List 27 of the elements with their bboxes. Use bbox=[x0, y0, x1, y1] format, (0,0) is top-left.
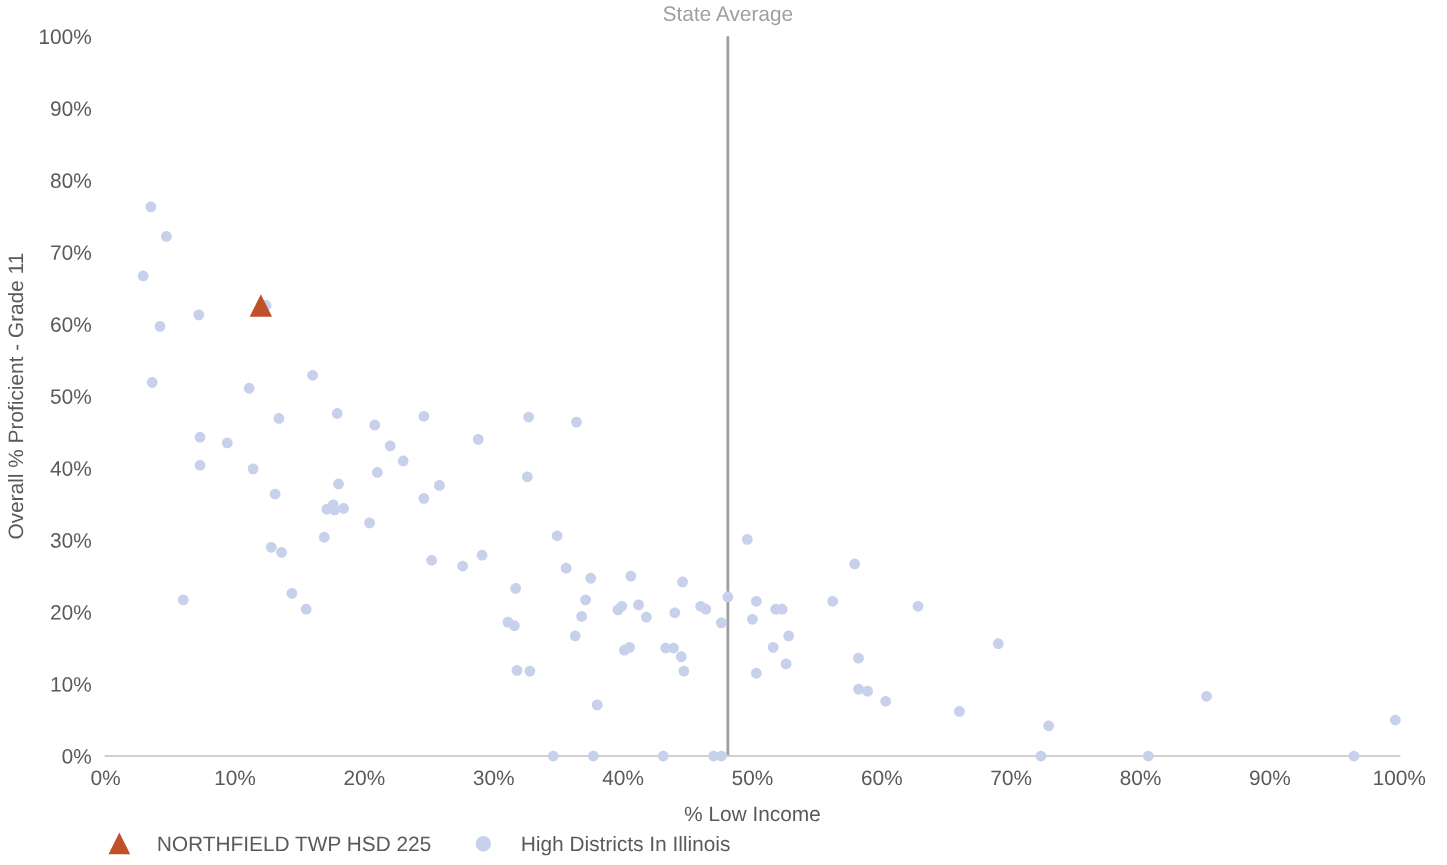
x-tick-label: 100% bbox=[1374, 770, 1426, 786]
y-axis-title: Overall % Proficient - Grade 11 bbox=[7, 253, 24, 539]
y-tick-label: 0% bbox=[62, 749, 91, 764]
x-tick-label: 0% bbox=[91, 770, 120, 786]
y-tick-label: 90% bbox=[51, 101, 91, 117]
x-tick-label: 80% bbox=[1120, 770, 1161, 786]
x-axis-title: % Low Income bbox=[684, 806, 820, 822]
x-tick-label: 50% bbox=[732, 770, 773, 786]
x-tick-label: 90% bbox=[1250, 770, 1290, 786]
y-tick-label: 40% bbox=[50, 461, 91, 476]
x-tick-label: 10% bbox=[215, 770, 256, 786]
x-tick-label: 70% bbox=[991, 770, 1032, 786]
legend-label: High Districts In Illinois bbox=[522, 835, 730, 856]
y-tick-label: 80% bbox=[50, 173, 91, 189]
y-tick-label: 30% bbox=[50, 533, 91, 548]
x-tick-label: 30% bbox=[473, 770, 514, 786]
ref-line-label: State Average bbox=[663, 6, 793, 26]
y-tick-label: 100% bbox=[40, 29, 91, 45]
x-tick-label: 40% bbox=[602, 770, 644, 786]
y-tick-label: 60% bbox=[51, 317, 91, 332]
x-tick-label: 20% bbox=[344, 770, 385, 786]
y-tick-label: 20% bbox=[51, 605, 91, 620]
x-tick-label: 60% bbox=[862, 770, 902, 786]
legend-label: NORTHFIELD TWP HSD 225 bbox=[158, 836, 431, 852]
y-tick-label: 70% bbox=[51, 245, 91, 260]
y-tick-label: 10% bbox=[51, 677, 91, 692]
y-tick-label: 50% bbox=[50, 389, 91, 404]
